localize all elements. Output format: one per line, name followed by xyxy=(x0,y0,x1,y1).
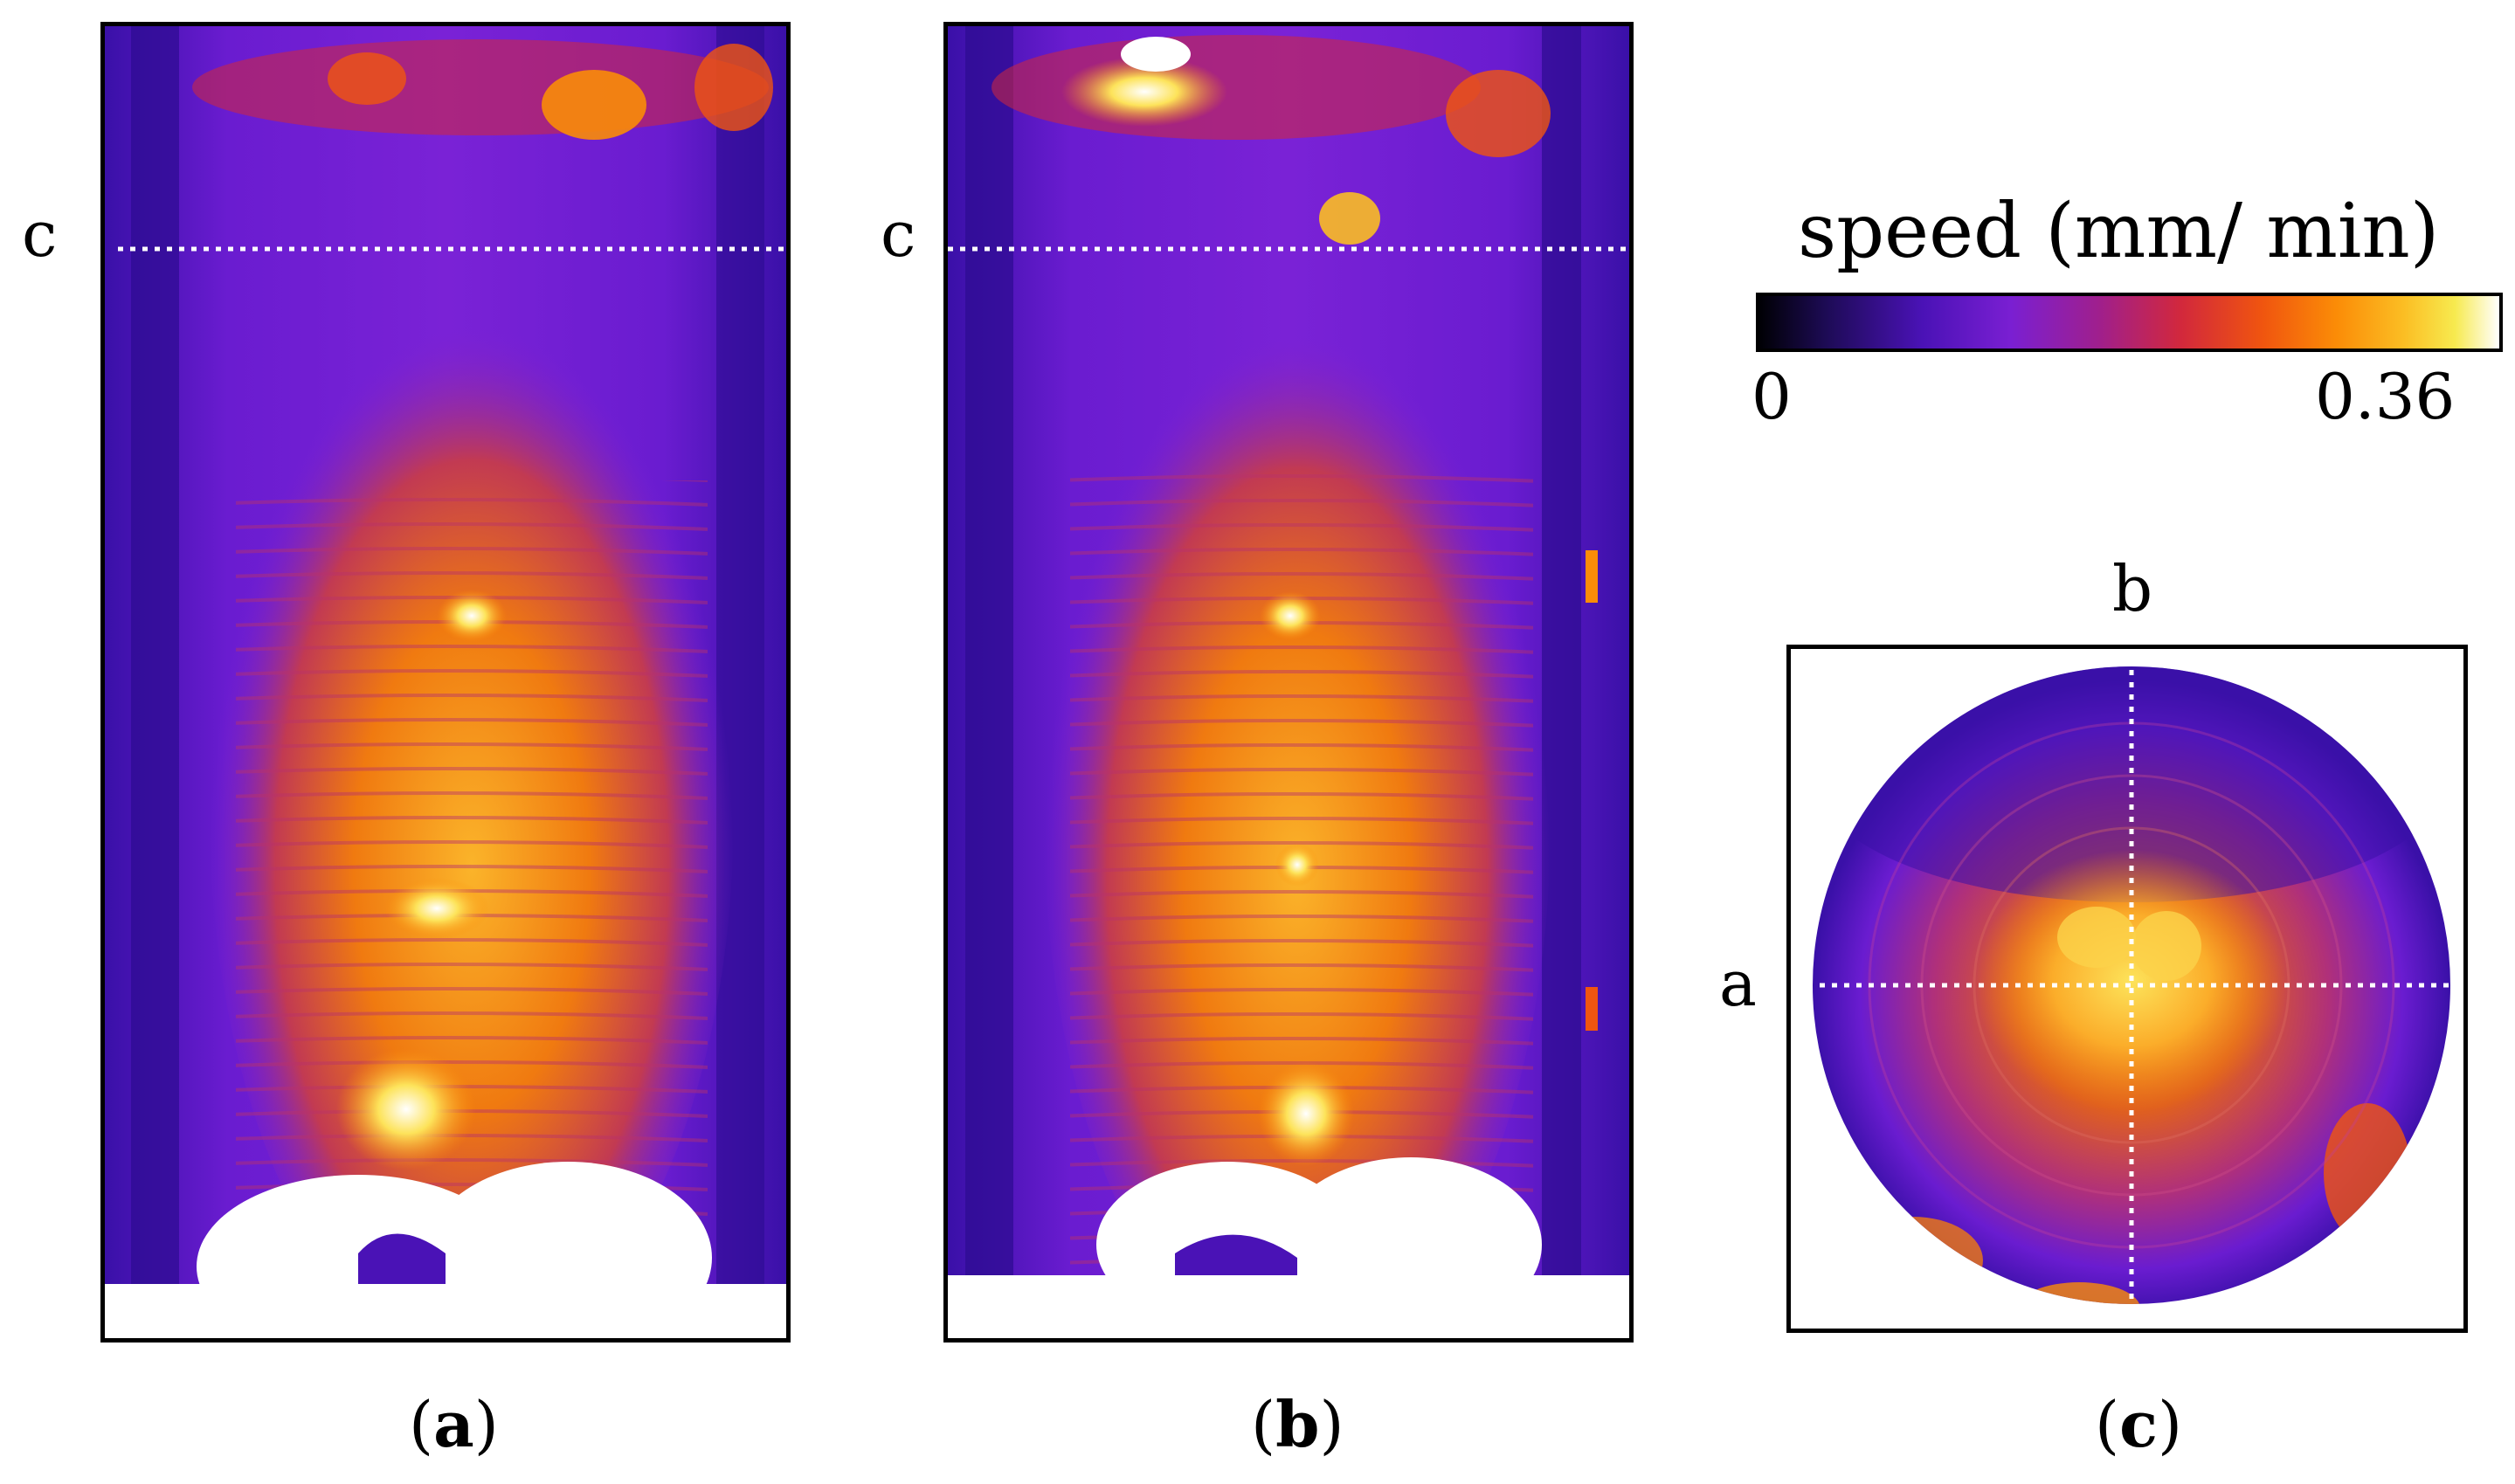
panel-c-caption: (c) xyxy=(2095,1387,2183,1461)
panel-b xyxy=(943,22,1634,1343)
panel-b-caption: (b) xyxy=(1251,1387,1344,1461)
colorbar-min-label: 0 xyxy=(1752,360,1792,433)
panel-b-heatmap xyxy=(948,26,1629,1338)
panel-c xyxy=(1786,645,2468,1333)
colorbar-title: speed (mm/ min) xyxy=(1798,188,2440,275)
panel-c-caption-letter: c xyxy=(2119,1387,2158,1461)
colorbar-max-label: 0.36 xyxy=(2315,360,2456,433)
panel-c-top-label: b xyxy=(2112,552,2153,625)
panel-b-caption-letter: b xyxy=(1275,1387,1320,1461)
panel-a xyxy=(100,22,791,1343)
panel-a-caption: (a) xyxy=(409,1387,499,1461)
panel-c-left-label: a xyxy=(1719,947,1757,1020)
colorbar xyxy=(1756,293,2503,352)
panel-c-heatmap xyxy=(1795,658,2459,1308)
panel-a-line-label: c xyxy=(22,197,58,271)
panel-a-caption-letter: a xyxy=(433,1387,474,1461)
panel-b-line-label: c xyxy=(881,197,916,271)
panel-a-heatmap xyxy=(105,26,786,1338)
